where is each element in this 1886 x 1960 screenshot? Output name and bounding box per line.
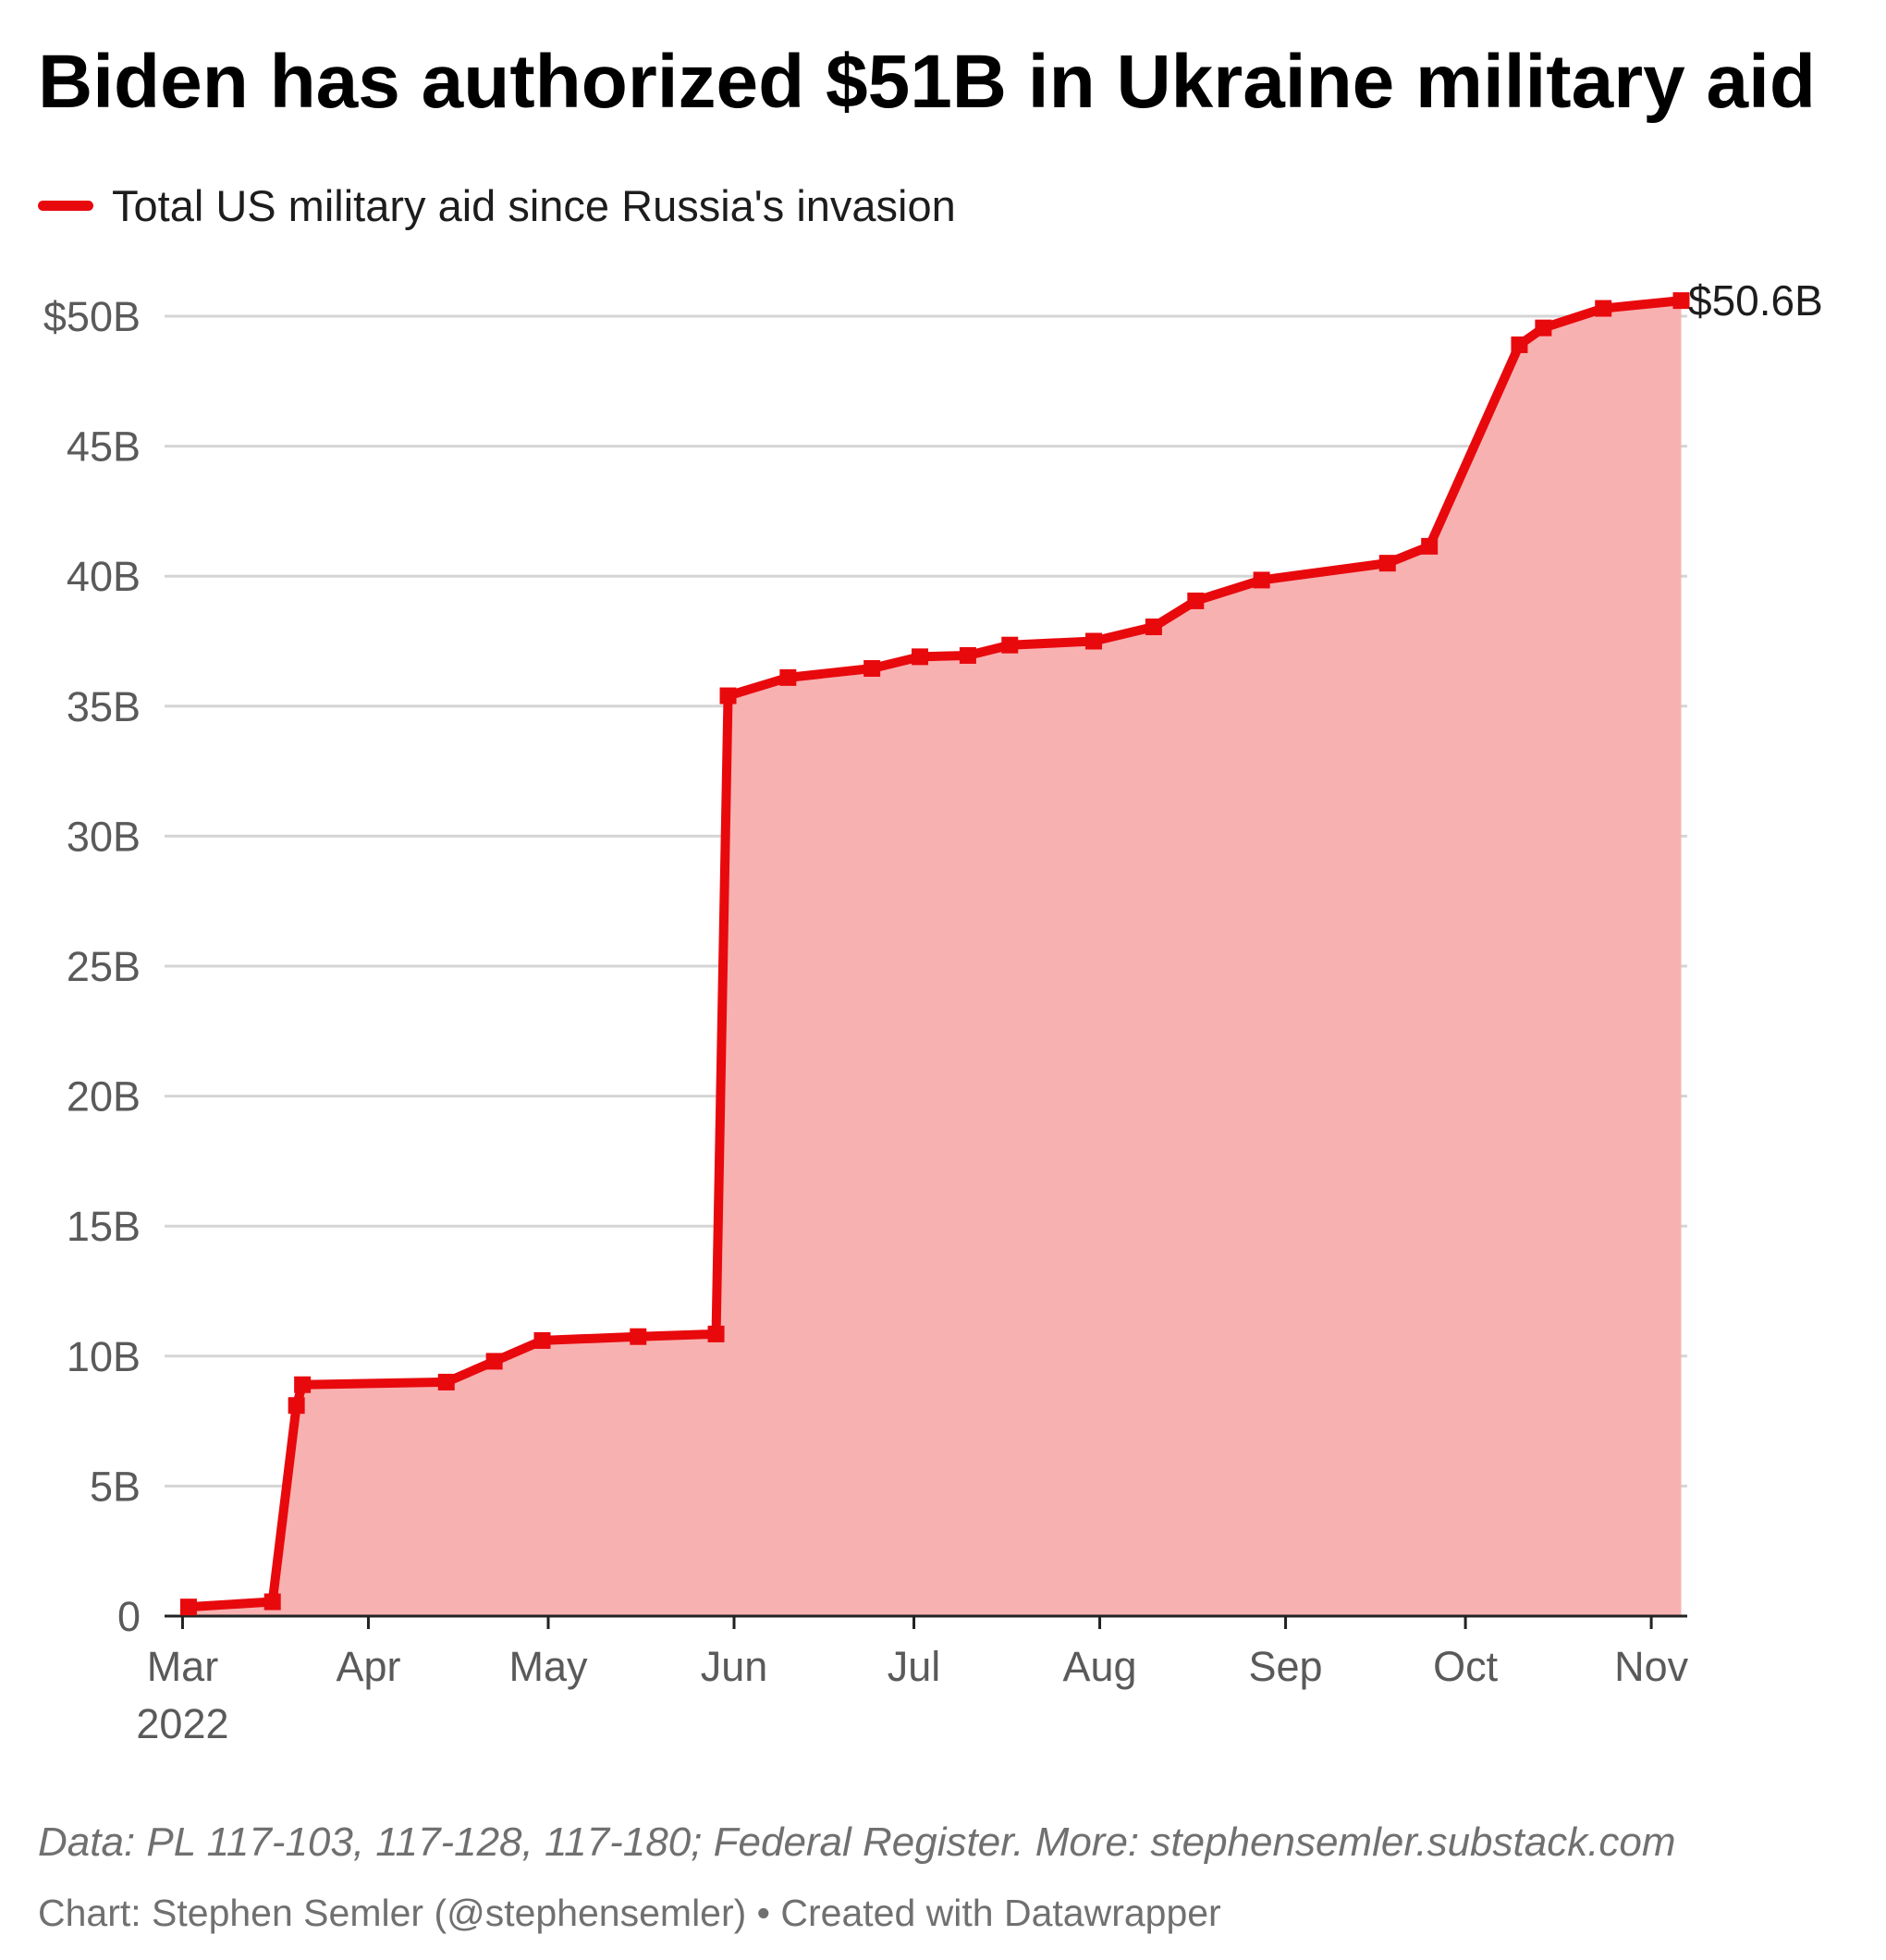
data-point: [288, 1397, 305, 1415]
data-point: [294, 1376, 312, 1393]
x-tick-label: Jul: [888, 1643, 941, 1690]
y-tick-label: 40B: [67, 553, 141, 600]
data-point: [1145, 619, 1162, 636]
data-point: [1253, 571, 1270, 589]
y-tick-label: 10B: [67, 1333, 141, 1380]
data-point: [959, 646, 976, 664]
x-tick-label: Jun: [701, 1643, 768, 1690]
data-points: [179, 292, 1690, 1616]
y-tick-label: 20B: [67, 1073, 141, 1121]
x-tick-label: May: [508, 1643, 588, 1690]
data-point: [863, 660, 881, 678]
x-tick-label: Aug: [1063, 1643, 1137, 1690]
data-point: [1378, 555, 1396, 572]
data-point: [533, 1331, 551, 1349]
legend: Total US military aid since Russia's inv…: [38, 178, 956, 233]
area-fill-layer: [188, 300, 1682, 1617]
data-point: [1511, 336, 1528, 353]
y-tick-label: $50B: [43, 293, 141, 340]
end-value-label: $50.6B: [1688, 276, 1823, 325]
area-fill: [188, 300, 1682, 1617]
data-point: [1001, 636, 1019, 654]
data-point: [1535, 319, 1552, 337]
x-tick-label: Apr: [336, 1643, 400, 1690]
data-point: [630, 1328, 647, 1345]
data-point: [1421, 537, 1439, 555]
data-point: [1672, 292, 1690, 310]
y-tick-label: 25B: [67, 943, 141, 990]
data-point: [1187, 592, 1205, 609]
data-point: [263, 1593, 281, 1611]
credit-note: Chart: Stephen Semler (@stephensemler) •…: [38, 1892, 1221, 1934]
legend-swatch: [38, 200, 93, 211]
y-tick-label: 0: [117, 1593, 141, 1640]
y-tick-label: 30B: [67, 813, 141, 860]
x-tick-label: Sep: [1249, 1643, 1323, 1690]
source-note: Data: PL 117-103, 117-128, 117-180; Fede…: [38, 1819, 1676, 1865]
y-tick-label: 15B: [67, 1203, 141, 1250]
data-point: [719, 687, 737, 704]
y-tick-label: 35B: [67, 683, 141, 730]
data-point: [707, 1325, 725, 1342]
x-tick-label: Mar: [147, 1643, 219, 1690]
chart-title: Biden has authorized $51B in Ukraine mil…: [38, 40, 1816, 124]
data-point: [1085, 632, 1103, 650]
x-tick-label: Nov: [1614, 1643, 1689, 1690]
data-point: [437, 1373, 455, 1390]
axes: [165, 1614, 1687, 1629]
x-tick-label: Oct: [1433, 1643, 1499, 1690]
data-point: [1595, 300, 1612, 317]
data-point: [912, 648, 929, 666]
labels: 0 5B 10B 15B 20B 25B 30B 35B 40B 45B $50B Mar 2022 Ap…: [43, 276, 1823, 1747]
x-tick-sublabel: 2022: [136, 1700, 228, 1747]
data-point: [779, 668, 797, 686]
data-point: [179, 1599, 197, 1616]
data-point: [485, 1353, 503, 1370]
y-tick-label: 5B: [90, 1463, 141, 1510]
legend-label: Total US military aid since Russia's inv…: [112, 180, 956, 230]
y-tick-label: 45B: [67, 423, 141, 471]
